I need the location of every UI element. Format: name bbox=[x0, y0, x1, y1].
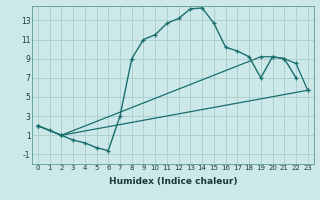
X-axis label: Humidex (Indice chaleur): Humidex (Indice chaleur) bbox=[108, 177, 237, 186]
